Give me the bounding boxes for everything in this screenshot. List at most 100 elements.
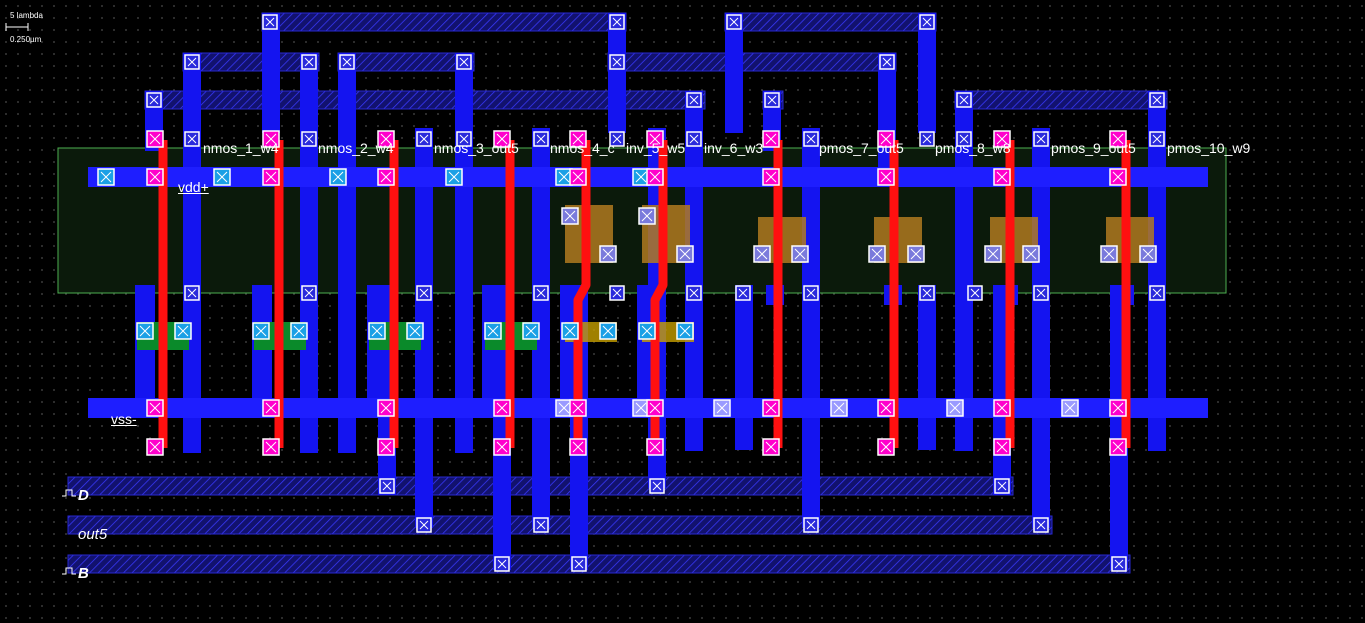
contact-cut: [569, 438, 587, 456]
contact-cut: [456, 131, 472, 147]
contact-cut: [368, 322, 386, 340]
contact-cut: [301, 54, 317, 70]
contact-cut: [877, 130, 895, 148]
contact-cut: [301, 285, 317, 301]
contact-cut: [213, 168, 231, 186]
contact-cut: [919, 14, 935, 30]
contact-cut: [676, 245, 694, 263]
contact-cut: [561, 322, 579, 340]
contact-cut: [533, 131, 549, 147]
transistor-label: nmos_4_c: [550, 140, 615, 156]
contact-cut: [984, 245, 1002, 263]
contact-cut: [1033, 285, 1049, 301]
contact-cut: [646, 168, 664, 186]
contact-cut: [262, 168, 280, 186]
contact-cut: [919, 131, 935, 147]
contact-cut: [956, 131, 972, 147]
contact-cut: [649, 478, 665, 494]
contact-cut: [97, 168, 115, 186]
contact-cut: [638, 207, 656, 225]
contact-cut: [1022, 245, 1040, 263]
contact-cut: [184, 54, 200, 70]
poly-gates: [158, 140, 1131, 448]
contact-cut: [533, 285, 549, 301]
contact-cut: [646, 399, 664, 417]
contact-cut: [803, 131, 819, 147]
contact-cut: [146, 438, 164, 456]
contact-cut: [377, 399, 395, 417]
contact-cut: [252, 322, 270, 340]
transistor-label: pmos_9_out5: [1051, 140, 1136, 156]
contact-cut: [184, 131, 200, 147]
contact-cut: [494, 556, 510, 572]
contact-cut: [879, 54, 895, 70]
contact-cut: [686, 92, 702, 108]
contact-cut: [377, 438, 395, 456]
contact-cut: [301, 131, 317, 147]
pin-glyphs: [62, 489, 76, 575]
contact-cut: [569, 168, 587, 186]
contact-cut: [136, 322, 154, 340]
contact-cut: [456, 54, 472, 70]
contact-cut: [555, 399, 573, 417]
contact-cut: [646, 130, 664, 148]
scale-label-top: 5 lambda: [10, 11, 43, 20]
contact-cut: [967, 285, 983, 301]
contact-cut: [676, 322, 694, 340]
contact-cut: [1149, 92, 1165, 108]
contact-cut: [174, 322, 192, 340]
transistor-label: nmos_1_w4: [203, 140, 279, 156]
contact-cut: [569, 130, 587, 148]
contact-cut: [1109, 438, 1127, 456]
contact-cut: [919, 285, 935, 301]
contact-cut: [377, 168, 395, 186]
transistor-label: nmos_2_w4: [318, 140, 394, 156]
transistor-label: nmos_3_out5: [434, 140, 519, 156]
pin-b-label: B: [78, 565, 89, 582]
bottom-metal2-buses: [67, 476, 1131, 574]
contact-cut: [803, 517, 819, 533]
scale-bar: [5, 23, 29, 31]
contact-cut: [762, 399, 780, 417]
contact-cut: [686, 285, 702, 301]
contact-cut: [609, 285, 625, 301]
contact-cut: [993, 168, 1011, 186]
contact-cut: [1109, 130, 1127, 148]
contact-cut: [726, 14, 742, 30]
contact-cut: [1111, 556, 1127, 572]
contact-cut: [533, 517, 549, 533]
contact-cut: [377, 130, 395, 148]
contact-cut: [638, 322, 656, 340]
transistor-label: pmos_10_w9: [1167, 140, 1251, 156]
contact-cut: [762, 168, 780, 186]
contact-cut: [686, 131, 702, 147]
contact-cut: [561, 207, 579, 225]
contact-cut: [146, 130, 164, 148]
contact-cut: [599, 322, 617, 340]
contact-cut: [569, 399, 587, 417]
contact-cut: [762, 438, 780, 456]
contact-cut: [262, 438, 280, 456]
contact-cut: [877, 438, 895, 456]
contact-cut: [713, 399, 731, 417]
contact-cut: [599, 245, 617, 263]
contact-cut: [1109, 399, 1127, 417]
transistor-label: inv_5_w5: [626, 140, 686, 156]
contact-cut: [262, 399, 280, 417]
contact-cut: [609, 14, 625, 30]
contact-cut: [764, 92, 780, 108]
transistor-label: pmos_8_w8: [935, 140, 1011, 156]
contact-cut: [445, 168, 463, 186]
contact-cut: [146, 92, 162, 108]
contact-cut: [868, 245, 886, 263]
contact-cut: [1100, 245, 1118, 263]
contact-cut: [493, 399, 511, 417]
contact-cut: [1149, 131, 1165, 147]
contact-cut: [956, 92, 972, 108]
contact-cut: [262, 130, 280, 148]
contact-cut: [493, 438, 511, 456]
contact-cut: [735, 285, 751, 301]
transistor-label: inv_6_w3: [704, 140, 764, 156]
contact-cut: [1033, 131, 1049, 147]
contact-cut: [993, 399, 1011, 417]
